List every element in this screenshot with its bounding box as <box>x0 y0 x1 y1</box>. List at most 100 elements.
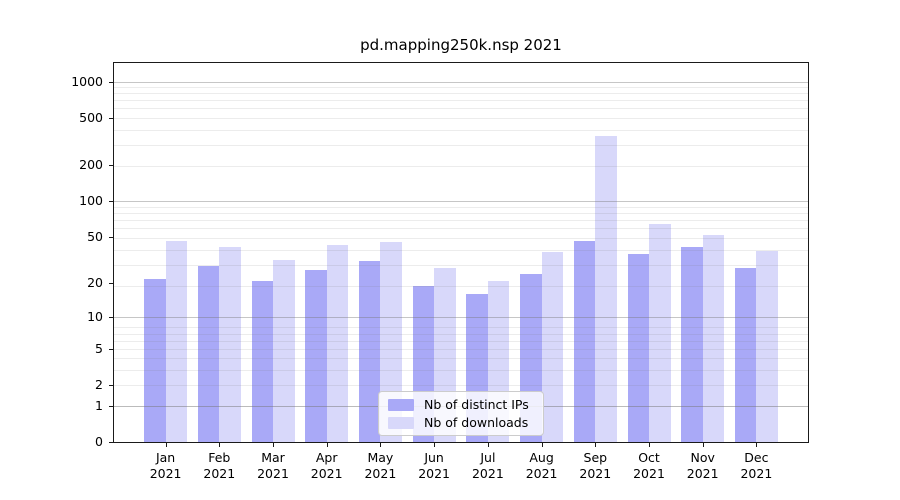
x-tick-label-apr: Apr 2021 <box>310 450 343 481</box>
legend-swatch-downloads <box>388 416 414 429</box>
gridline-minor <box>114 213 808 215</box>
x-tick-label-dec: Dec 2021 <box>740 450 773 481</box>
x-tick-mark-nov <box>702 443 704 447</box>
x-tick-label-sep: Sep 2021 <box>579 450 612 481</box>
gridline-minor <box>114 358 808 360</box>
bar-distinct-ips-mar <box>251 280 273 442</box>
x-tick-mark-jun <box>434 443 436 447</box>
bar-downloads-oct <box>649 223 671 442</box>
y-tick-mark-1000 <box>109 81 113 83</box>
x-tick-mark-jul <box>487 443 489 447</box>
gridline-minor <box>114 264 808 266</box>
bar-distinct-ips-feb <box>197 266 220 442</box>
y-tick-mark-0 <box>109 442 113 443</box>
gridline-minor <box>114 165 808 167</box>
y-tick-label-500: 500 <box>79 109 103 125</box>
y-tick-mark-100 <box>109 201 113 203</box>
gridline-minor <box>114 129 808 131</box>
legend-label-downloads: Nb of downloads <box>424 415 529 430</box>
gridline-minor <box>114 100 808 102</box>
y-tick-mark-1 <box>109 405 113 407</box>
gridline-minor <box>114 285 808 287</box>
gridline-major <box>114 316 808 318</box>
x-tick-mark-may <box>380 443 382 447</box>
y-tick-label-200: 200 <box>79 157 103 173</box>
y-tick-mark-500 <box>109 117 113 119</box>
gridline-minor <box>114 340 808 342</box>
y-tick-label-20: 20 <box>87 275 103 291</box>
gridline-major <box>114 81 808 83</box>
legend-label-distinct-ips: Nb of distinct IPs <box>424 397 529 412</box>
gridline-minor <box>114 87 808 89</box>
x-tick-label-aug: Aug 2021 <box>525 450 558 481</box>
y-tick-label-2: 2 <box>95 376 103 392</box>
bar-downloads-mar <box>273 259 295 442</box>
bar-downloads-nov <box>702 234 725 442</box>
x-tick-mark-feb <box>219 443 221 447</box>
y-tick-mark-50 <box>109 236 113 238</box>
bar-distinct-ips-oct <box>627 253 649 442</box>
y-tick-mark-200 <box>109 165 113 167</box>
x-tick-label-jan: Jan 2021 <box>149 450 182 481</box>
bar-downloads-sep <box>595 135 617 442</box>
bar-downloads-feb <box>219 247 241 442</box>
bar-downloads-dec <box>756 250 778 442</box>
x-tick-mark-sep <box>595 443 597 447</box>
x-tick-label-jun: Jun 2021 <box>418 450 450 481</box>
legend-item-downloads: Nb of downloads <box>388 415 534 430</box>
legend: Nb of distinct IPs Nb of downloads <box>378 391 544 436</box>
bar-distinct-ips-may <box>358 261 381 442</box>
y-tick-mark-2 <box>109 384 113 386</box>
gridline-minor <box>114 237 808 239</box>
bar-distinct-ips-sep <box>573 241 596 442</box>
y-tick-mark-20 <box>109 283 113 285</box>
bar-distinct-ips-dec <box>734 268 757 442</box>
y-tick-label-5: 5 <box>95 340 103 356</box>
gridline-minor <box>114 108 808 110</box>
bar-distinct-ips-apr <box>305 270 327 442</box>
x-tick-label-may: May 2021 <box>364 450 397 481</box>
gridline-minor <box>114 333 808 335</box>
bar-downloads-apr <box>326 244 349 442</box>
y-tick-mark-10 <box>109 316 113 318</box>
bar-downloads-aug <box>541 252 564 442</box>
legend-item-distinct-ips: Nb of distinct IPs <box>388 397 534 412</box>
bar-distinct-ips-nov <box>681 247 703 442</box>
gridline-minor <box>114 327 808 329</box>
legend-swatch-distinct-ips <box>388 398 414 411</box>
x-tick-mark-oct <box>649 443 650 447</box>
y-tick-label-1: 1 <box>95 397 103 413</box>
plot-area <box>113 62 809 443</box>
x-tick-mark-apr <box>326 443 328 447</box>
x-tick-label-jul: Jul 2021 <box>471 450 504 481</box>
bar-downloads-jan <box>165 241 188 442</box>
x-tick-label-oct: Oct 2021 <box>633 450 665 481</box>
y-tick-label-10: 10 <box>87 308 103 324</box>
x-tick-mark-jan <box>165 443 167 447</box>
y-tick-label-100: 100 <box>79 193 103 209</box>
gridline-minor <box>114 249 808 251</box>
y-tick-label-1000: 1000 <box>71 73 103 89</box>
gridline-minor <box>114 144 808 146</box>
gridline-major <box>114 201 808 203</box>
gridline-minor <box>114 207 808 209</box>
x-tick-mark-aug <box>541 443 543 447</box>
gridline-minor <box>114 384 808 386</box>
y-tick-label-50: 50 <box>87 228 103 244</box>
x-tick-mark-mar <box>273 443 274 447</box>
y-tick-mark-5 <box>109 348 113 350</box>
x-tick-label-feb: Feb 2021 <box>203 450 236 481</box>
gridline-minor <box>114 220 808 222</box>
x-tick-label-mar: Mar 2021 <box>257 450 289 481</box>
x-tick-label-nov: Nov 2021 <box>686 450 719 481</box>
gridline-minor <box>114 348 808 350</box>
y-tick-label-0: 0 <box>95 434 103 449</box>
gridline-minor <box>114 369 808 371</box>
gridline-minor <box>114 228 808 230</box>
chart-title: pd.mapping250k.nsp 2021 <box>360 36 562 54</box>
gridline-minor <box>114 93 808 95</box>
x-tick-mark-dec <box>756 443 758 447</box>
gridline-minor <box>114 117 808 119</box>
bar-distinct-ips-jan <box>144 278 166 442</box>
